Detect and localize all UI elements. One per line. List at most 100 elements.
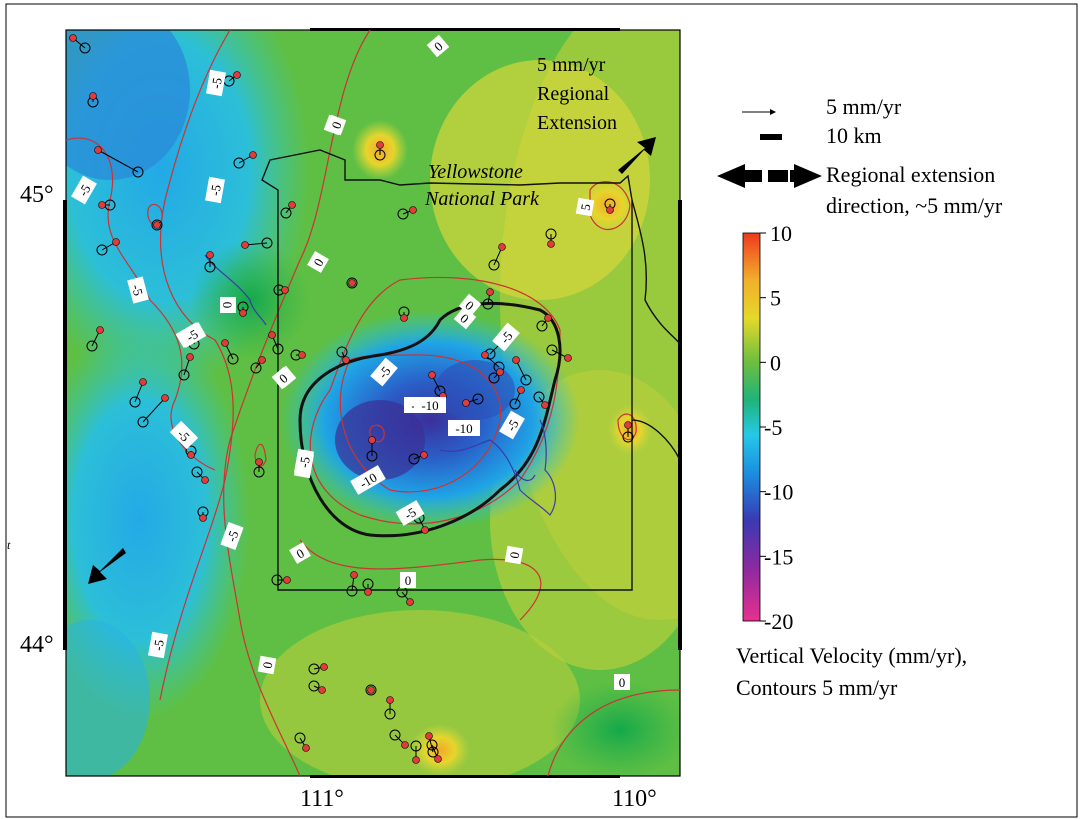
contour-label: -5	[169, 420, 199, 450]
gps-station	[366, 436, 378, 462]
svg-text:0: 0	[405, 573, 412, 588]
gps-station	[185, 445, 197, 459]
svg-text:0: 0	[220, 302, 235, 309]
svg-text:5: 5	[578, 203, 594, 212]
gps-station	[94, 146, 144, 178]
gps-station	[98, 199, 116, 211]
colorbar-title-line2: Contours 5 mm/yr	[736, 675, 898, 700]
bar-scale-label: 10 km	[826, 123, 882, 148]
extension-legend-gap-bar	[768, 170, 788, 182]
gps-station	[151, 219, 163, 231]
gps-station	[488, 243, 506, 271]
gps-station	[178, 353, 194, 381]
gps-station	[241, 237, 273, 249]
extension-arrow-ne	[618, 137, 656, 174]
svg-text:0: 0	[260, 661, 276, 670]
extension-legend-line1: Regional extension	[826, 162, 995, 187]
contour-label: -5	[499, 410, 525, 440]
colorbar-title-line1: Vertical Velocity (mm/yr),	[736, 643, 967, 668]
gps-station	[308, 663, 328, 675]
gps-station	[280, 201, 296, 219]
gps-station	[546, 344, 572, 362]
gps-station	[250, 356, 266, 374]
gps-station	[509, 386, 525, 410]
gps-station	[294, 732, 310, 752]
contour-label: -5	[127, 276, 149, 304]
corner-label-line3: Extension	[537, 112, 617, 134]
gps-station	[129, 378, 147, 408]
map-border-bar-left	[63, 200, 67, 650]
svg-text:-5: -5	[208, 76, 225, 89]
gps-station	[398, 306, 410, 322]
contour-label: 0	[400, 572, 416, 588]
contour-label: 0	[271, 366, 295, 390]
edge-mark: t	[7, 538, 11, 552]
gps-station	[426, 739, 442, 763]
gps-station	[273, 284, 289, 296]
gps-station	[221, 339, 239, 365]
extension-legend-arrow-left	[717, 164, 762, 188]
gps-station	[237, 301, 249, 317]
gps-station	[308, 680, 326, 694]
gps-station	[86, 326, 104, 352]
park-label-line2: National Park	[424, 188, 540, 210]
vector-scale-arrowhead	[770, 109, 776, 115]
gps-station	[408, 451, 428, 465]
contour-label: 0	[257, 655, 277, 675]
svg-text:-10: -10	[455, 421, 472, 436]
contour-label: 0	[504, 545, 524, 565]
contour-label: 0	[453, 306, 477, 330]
gps-station	[397, 206, 417, 220]
figure-frame	[5, 3, 1078, 818]
colorbar-tick-label: 0	[770, 350, 781, 375]
contour-label: -5	[206, 69, 226, 97]
gps-station	[191, 466, 209, 484]
gps-station	[204, 251, 216, 273]
lon-label-110: 110°	[612, 786, 657, 812]
gps-station	[268, 331, 284, 355]
contour-label: 0	[220, 297, 236, 313]
park-label-line1: Yellowstone	[428, 161, 523, 183]
contour-label: -5	[220, 521, 244, 551]
gps-station	[488, 368, 504, 384]
contour-label: -5	[492, 322, 520, 352]
gps-station	[362, 578, 374, 596]
map-border-bar-top	[310, 28, 620, 31]
contour-label: -5	[370, 357, 398, 387]
extension-legend-line2: direction, ~5 mm/yr	[826, 193, 1003, 218]
svg-text:-5: -5	[150, 638, 167, 651]
gps-station	[346, 571, 358, 597]
contour-label: -5	[395, 500, 425, 526]
contour-label: -10	[448, 420, 480, 436]
gps-station	[197, 506, 209, 522]
svg-text:-5: -5	[224, 529, 242, 544]
extension-arrow-sw	[88, 548, 126, 584]
contour-label-layer: 0-50-5-50-5-5000-5-500-10-10-10-5-5-5-50…	[71, 34, 630, 690]
svg-text:0: 0	[507, 551, 523, 560]
bar-scale	[760, 134, 782, 140]
gps-station	[604, 198, 616, 214]
gps-station	[290, 349, 306, 361]
extension-legend-arrow-right	[790, 164, 822, 188]
svg-text:-5: -5	[207, 183, 224, 196]
contour-label: 5	[575, 197, 595, 217]
gps-station	[69, 34, 91, 54]
gps-station	[536, 314, 552, 332]
gps-station	[481, 351, 505, 373]
colorbar-tick-label: -5	[764, 415, 782, 440]
svg-text:-5: -5	[129, 283, 146, 297]
colorbar-tick-label: -20	[764, 609, 793, 634]
gps-station	[533, 391, 549, 409]
lon-label-111: 111°	[300, 786, 344, 812]
lat-label-45: 45°	[20, 182, 54, 208]
gps-station	[346, 277, 358, 289]
colorbar-tick-label: 10	[770, 221, 792, 246]
contour-label: 0	[289, 542, 311, 564]
svg-text:-5: -5	[296, 455, 313, 468]
colorbar-tick-label: -10	[764, 480, 793, 505]
velocity-raster	[66, 30, 680, 776]
gps-station	[413, 512, 429, 534]
colorbar	[742, 232, 761, 622]
contour-label: -5	[71, 175, 97, 205]
